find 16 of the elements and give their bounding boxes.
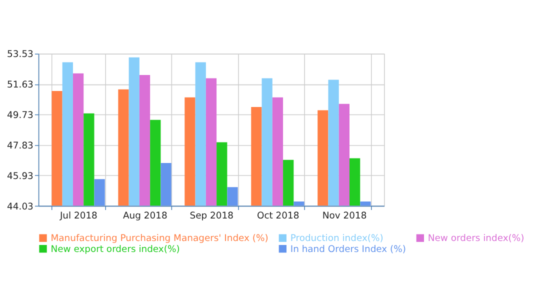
x-tick-label: Nov 2018 [322, 210, 367, 222]
y-tick-label: 44.03 [7, 201, 34, 212]
y-tick-label: 51.63 [7, 80, 34, 91]
x-tick-label: Aug 2018 [122, 210, 168, 222]
y-tick-label: 45.93 [7, 170, 34, 182]
x-tick-label: Sep 2018 [190, 210, 234, 222]
legend-label: In hand Orders Index (%) [290, 244, 406, 255]
legend-label: New orders index(%) [428, 233, 524, 244]
legend-label: Production index(%) [290, 233, 384, 244]
y-tick-label: 53.53 [7, 49, 34, 60]
x-tick-label: Jul 2018 [58, 210, 98, 222]
y-tick-label: 47.83 [7, 140, 34, 152]
y-tick-label: 49.73 [7, 110, 34, 121]
x-tick-label: Oct 2018 [256, 210, 300, 222]
legend-label: Manufacturing Purchasing Managers' Index (%) [50, 233, 268, 244]
legend-label: New export orders index(%) [50, 244, 180, 255]
